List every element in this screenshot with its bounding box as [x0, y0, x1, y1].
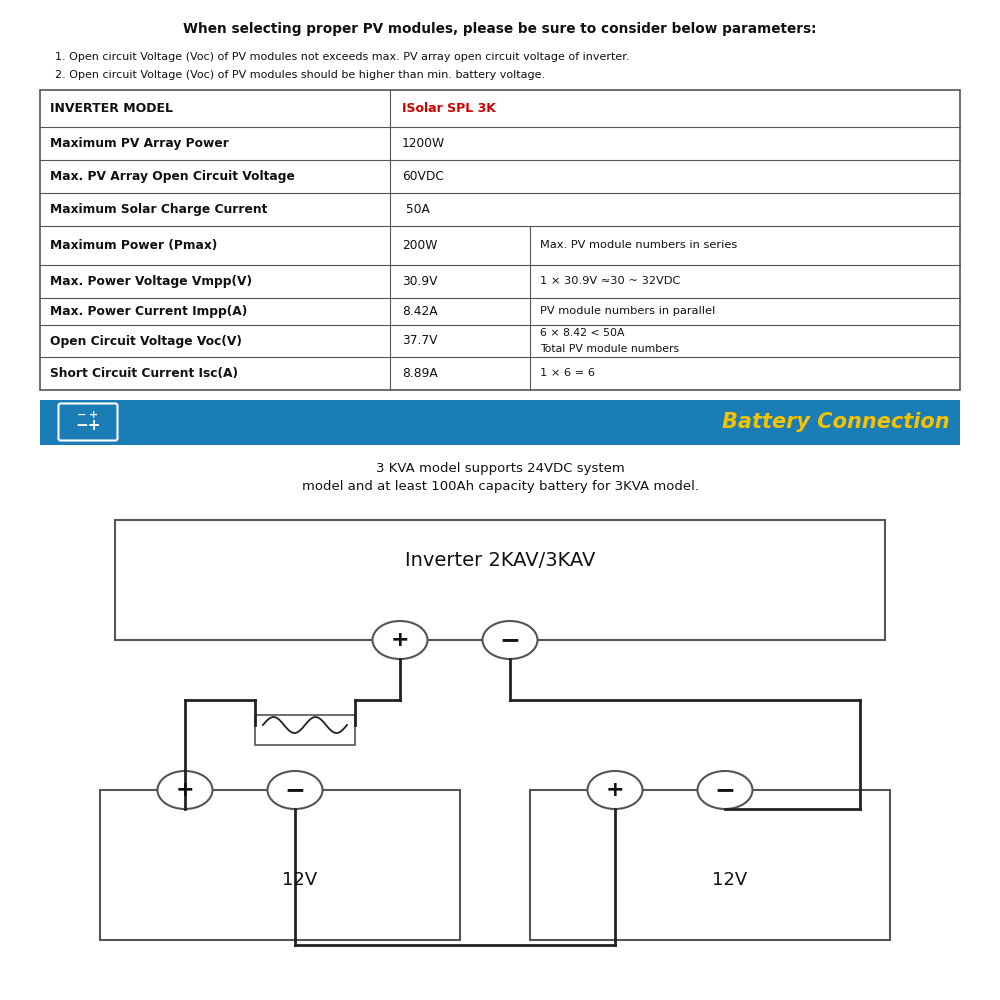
Text: 12V: 12V: [282, 871, 318, 889]
Text: Max. Power Voltage Vmpp(V): Max. Power Voltage Vmpp(V): [50, 275, 252, 288]
FancyBboxPatch shape: [58, 403, 118, 440]
Text: 37.7V: 37.7V: [402, 334, 438, 348]
Text: −: −: [285, 778, 306, 802]
Text: When selecting proper PV modules, please be sure to consider below parameters:: When selecting proper PV modules, please…: [183, 22, 817, 36]
Ellipse shape: [588, 771, 642, 809]
Text: INVERTER MODEL: INVERTER MODEL: [50, 102, 173, 115]
Text: Maximum Power (Pmax): Maximum Power (Pmax): [50, 239, 217, 252]
Text: Open Circuit Voltage Voc(V): Open Circuit Voltage Voc(V): [50, 334, 242, 348]
Text: Maximum PV Array Power: Maximum PV Array Power: [50, 137, 229, 150]
Bar: [530, 790, 890, 940]
Bar: [40, 90, 960, 390]
Text: Total PV module numbers: Total PV module numbers: [540, 344, 679, 354]
Bar: [40, 400, 960, 445]
Text: 6 × 8.42 < 50A: 6 × 8.42 < 50A: [540, 328, 624, 338]
Text: −+: −+: [75, 418, 101, 434]
Text: 8.89A: 8.89A: [402, 367, 438, 380]
Text: model and at least 100Ah capacity battery for 3KVA model.: model and at least 100Ah capacity batter…: [302, 480, 698, 493]
Ellipse shape: [158, 771, 212, 809]
Text: Maximum Solar Charge Current: Maximum Solar Charge Current: [50, 203, 267, 216]
Ellipse shape: [698, 771, 753, 809]
Text: 1 × 6 = 6: 1 × 6 = 6: [540, 368, 595, 378]
Text: Max. Power Current Impp(A): Max. Power Current Impp(A): [50, 305, 247, 318]
Text: +: +: [391, 630, 409, 650]
Text: +: +: [176, 780, 194, 800]
Text: 8.42A: 8.42A: [402, 305, 438, 318]
Text: 12V: 12V: [712, 871, 748, 889]
Text: Max. PV Array Open Circuit Voltage: Max. PV Array Open Circuit Voltage: [50, 170, 295, 183]
Text: 30.9V: 30.9V: [402, 275, 438, 288]
Ellipse shape: [372, 621, 428, 659]
Text: Battery Connection: Battery Connection: [722, 412, 950, 432]
Bar: [115, 520, 885, 640]
Text: Max. PV module numbers in series: Max. PV module numbers in series: [540, 240, 737, 250]
Text: 3 KVA model supports 24VDC system: 3 KVA model supports 24VDC system: [376, 462, 624, 475]
Text: +: +: [606, 780, 624, 800]
Ellipse shape: [268, 771, 322, 809]
Text: 2. Open circuit Voltage (Voc) of PV modules should be higher than min. battery v: 2. Open circuit Voltage (Voc) of PV modu…: [55, 70, 545, 80]
Text: 1200W: 1200W: [402, 137, 445, 150]
Bar: [100, 790, 460, 940]
Text: PV module numbers in parallel: PV module numbers in parallel: [540, 306, 715, 316]
Text: −: −: [77, 410, 87, 420]
Text: −: −: [714, 778, 736, 802]
Text: +: +: [89, 410, 99, 420]
Ellipse shape: [482, 621, 538, 659]
Bar: [255, 715, 355, 745]
Text: −: −: [500, 628, 520, 652]
Text: 1. Open circuit Voltage (Voc) of PV modules not exceeds max. PV array open circu: 1. Open circuit Voltage (Voc) of PV modu…: [55, 52, 630, 62]
Text: 60VDC: 60VDC: [402, 170, 444, 183]
Text: Short Circuit Current Isc(A): Short Circuit Current Isc(A): [50, 367, 238, 380]
Text: 1 × 30.9V ≈30 ~ 32VDC: 1 × 30.9V ≈30 ~ 32VDC: [540, 276, 680, 286]
Text: 200W: 200W: [402, 239, 437, 252]
Text: ISolar SPL 3K: ISolar SPL 3K: [402, 102, 496, 115]
Text: 50A: 50A: [402, 203, 430, 216]
Text: Inverter 2KAV/3KAV: Inverter 2KAV/3KAV: [405, 550, 595, 570]
